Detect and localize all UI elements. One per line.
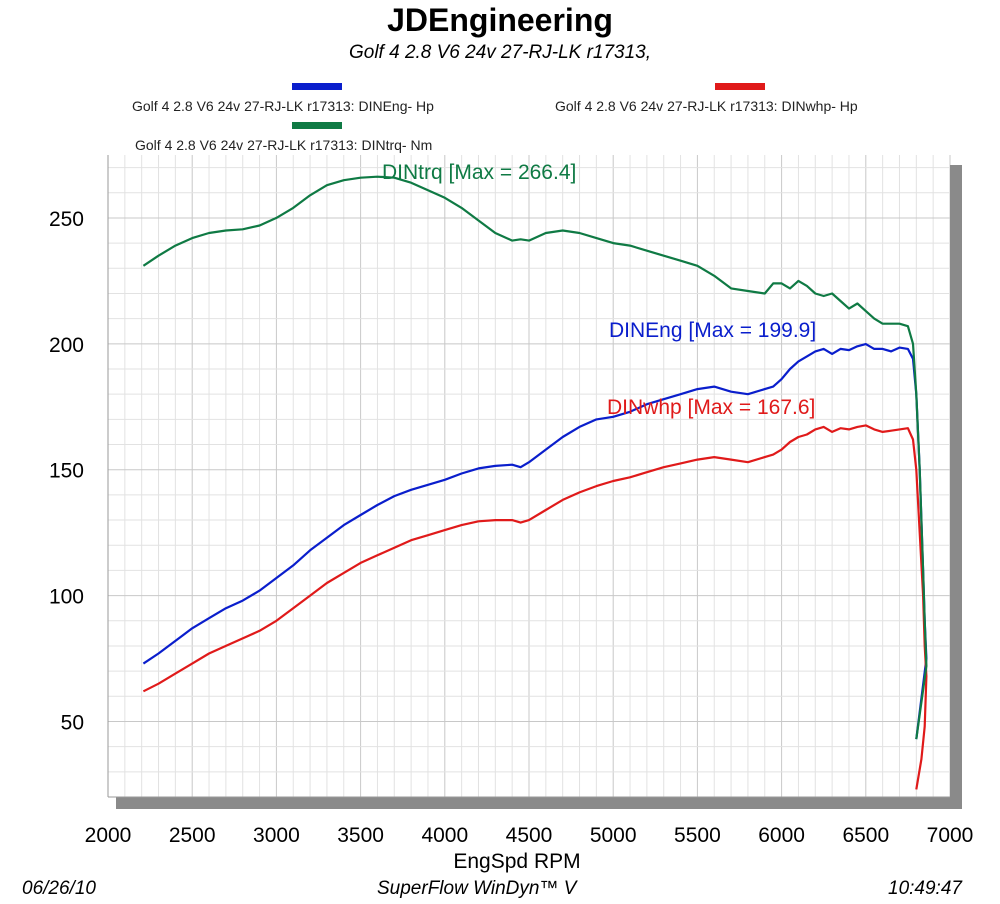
- legend-label-dintrq: Golf 4 2.8 V6 24v 27-RJ-LK r17313: DINtr…: [135, 137, 433, 153]
- series-dintrq-line: [142, 175, 928, 740]
- x-tick-label: 3000: [253, 824, 300, 847]
- x-tick-label: 4000: [421, 824, 468, 847]
- series-dinwhp-line: [142, 424, 928, 790]
- footer-software: SuperFlow WinDyn™ V: [377, 878, 577, 899]
- x-tick-label: 5500: [674, 824, 721, 847]
- legend-swatch-dintrq: [292, 122, 342, 129]
- chart-ticks: 2000 2500 3000 3500 4000 4500 5000 5500 6000 6500…: [49, 208, 973, 847]
- chart-frame: [107, 155, 962, 809]
- y-tick-label: 200: [49, 334, 84, 357]
- x-tick-label: 3500: [337, 824, 384, 847]
- x-tick-label: 5000: [590, 824, 637, 847]
- series-dineng-line: [142, 343, 928, 740]
- chart-title: JDEngineering: [387, 2, 613, 38]
- y-tick-label: 100: [49, 586, 84, 609]
- y-tick-label: 250: [49, 208, 84, 231]
- chart-series: [142, 175, 928, 790]
- x-tick-label: 2500: [169, 824, 216, 847]
- legend-swatch-dineng: [292, 83, 342, 90]
- chart-subtitle: Golf 4 2.8 V6 24v 27-RJ-LK r17313,: [348, 42, 652, 63]
- annotation-dineng-max: DINEng [Max = 199.9]: [609, 319, 816, 342]
- frame-shadow-bottom: [116, 797, 962, 809]
- footer-time: 10:49:47: [888, 878, 962, 899]
- legend-swatch-dinwhp: [715, 83, 765, 90]
- legend-label-dinwhp: Golf 4 2.8 V6 24v 27-RJ-LK r17313: DINwh…: [555, 98, 858, 114]
- footer-date: 06/26/10: [22, 878, 96, 899]
- frame-shadow-right: [950, 165, 962, 809]
- y-tick-label: 50: [61, 711, 84, 734]
- x-tick-label: 6000: [758, 824, 805, 847]
- chart-annotations: DINEng [Max = 199.9] DINwhp [Max = 167.6]…: [382, 161, 816, 419]
- x-tick-label: 6500: [842, 824, 889, 847]
- chart-grid: [107, 155, 951, 798]
- annotation-dinwhp-max: DINwhp [Max = 167.6]: [607, 396, 815, 419]
- y-tick-label: 150: [49, 460, 84, 483]
- annotation-dintrq-max: DINtrq [Max = 266.4]: [382, 161, 576, 184]
- x-tick-label: 7000: [927, 824, 974, 847]
- legend-label-dineng: Golf 4 2.8 V6 24v 27-RJ-LK r17313: DINEn…: [132, 98, 434, 114]
- x-tick-label: 4500: [506, 824, 553, 847]
- x-axis-label: EngSpd RPM: [453, 850, 580, 873]
- x-tick-label: 2000: [85, 824, 132, 847]
